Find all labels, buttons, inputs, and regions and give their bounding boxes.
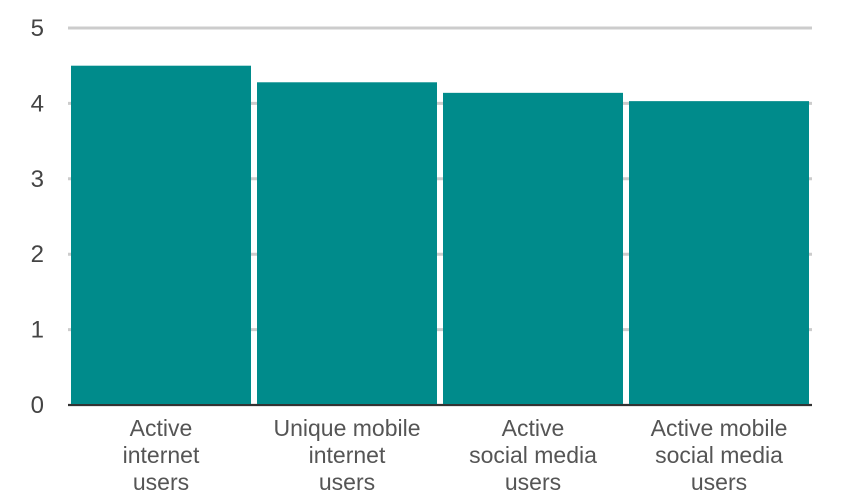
y-tick-label: 1 bbox=[31, 317, 44, 344]
y-tick-label: 5 bbox=[31, 15, 44, 42]
y-tick-label: 4 bbox=[31, 90, 44, 117]
x-tick-label: Active mobile social media users bbox=[651, 415, 788, 495]
bar bbox=[257, 82, 437, 406]
x-tick-label: Active social media users bbox=[469, 415, 597, 495]
y-tick-label: 2 bbox=[31, 241, 44, 268]
x-axis: Active internet users Unique mobile internet… bbox=[68, 404, 812, 495]
y-tick-label: 0 bbox=[31, 392, 44, 419]
bar bbox=[71, 65, 251, 405]
x-tick-label: Unique mobile internet users bbox=[273, 415, 420, 495]
bars bbox=[71, 65, 809, 406]
x-tick-label: Active internet users bbox=[123, 415, 200, 495]
y-axis: 0 1 2 3 4 5 bbox=[31, 15, 44, 419]
bar bbox=[443, 92, 623, 406]
bar bbox=[629, 101, 809, 405]
y-tick-label: 3 bbox=[31, 166, 44, 193]
